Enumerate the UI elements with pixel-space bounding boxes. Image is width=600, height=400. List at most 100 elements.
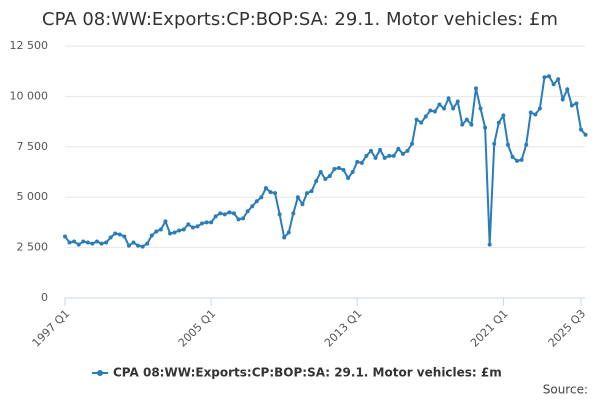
- data-point: [282, 235, 287, 240]
- data-point: [378, 147, 383, 152]
- data-point: [117, 232, 122, 237]
- data-point: [510, 154, 515, 159]
- y-tick-label: 12 500: [10, 39, 49, 52]
- data-point: [254, 199, 259, 204]
- data-point: [574, 101, 579, 106]
- data-point: [391, 153, 396, 158]
- data-point: [524, 142, 529, 147]
- data-point: [190, 225, 195, 230]
- data-point: [355, 159, 360, 164]
- data-point: [213, 214, 218, 219]
- data-point: [579, 127, 583, 132]
- data-line: [64, 75, 587, 248]
- data-point: [231, 211, 236, 216]
- legend-marker: [97, 370, 103, 376]
- data-point: [423, 114, 428, 119]
- data-point: [469, 122, 474, 127]
- data-point: [446, 96, 451, 101]
- data-point: [181, 227, 186, 232]
- data-point: [314, 179, 319, 184]
- data-point: [172, 230, 177, 235]
- data-point: [309, 189, 314, 194]
- data-point: [501, 113, 506, 118]
- data-point: [542, 75, 547, 80]
- data-point: [414, 117, 419, 122]
- data-point: [177, 228, 182, 233]
- data-point: [400, 151, 405, 156]
- data-point: [163, 219, 168, 224]
- data-point: [405, 148, 410, 153]
- data-point: [473, 86, 478, 91]
- data-point: [569, 103, 574, 108]
- data-point: [323, 177, 328, 182]
- data-point: [236, 217, 241, 222]
- y-tick-label: 2 500: [17, 241, 49, 254]
- data-point: [460, 122, 465, 127]
- data-point: [277, 212, 282, 217]
- data-point: [533, 112, 538, 117]
- chart-title: CPA 08:WW:Exports:CP:BOP:SA: 29.1. Motor…: [42, 9, 558, 30]
- data-point: [241, 216, 246, 221]
- data-point: [122, 234, 127, 239]
- data-point: [364, 153, 369, 158]
- x-tick-label: 2025 Q3: [546, 307, 589, 350]
- source-label: Source:: [543, 383, 588, 397]
- data-point: [565, 87, 570, 92]
- data-point: [387, 153, 392, 158]
- y-tick-label: 5 000: [17, 190, 49, 203]
- data-point: [515, 158, 520, 163]
- y-tick-label: 0: [41, 291, 48, 304]
- data-point: [547, 74, 552, 79]
- data-point: [263, 186, 268, 191]
- data-point: [487, 242, 492, 247]
- data-point: [168, 231, 173, 236]
- data-point: [291, 211, 296, 216]
- data-point: [85, 240, 90, 245]
- data-point: [204, 220, 209, 225]
- data-point: [410, 141, 415, 146]
- data-point: [286, 230, 291, 235]
- data-point: [154, 229, 159, 234]
- y-tick-label: 7 500: [17, 140, 49, 153]
- data-point: [99, 241, 104, 246]
- data-point: [432, 109, 437, 114]
- data-point: [90, 241, 95, 246]
- data-point: [140, 244, 145, 249]
- data-point: [483, 125, 488, 130]
- data-point: [72, 239, 77, 244]
- data-point: [332, 166, 337, 171]
- data-point: [126, 243, 131, 248]
- x-tick-label: 2013 Q1: [322, 307, 365, 350]
- data-point: [149, 233, 154, 238]
- data-point: [108, 235, 113, 240]
- data-point: [145, 241, 150, 246]
- x-tick-label: 2005 Q1: [176, 307, 219, 350]
- data-point: [556, 77, 561, 82]
- data-point: [186, 222, 191, 227]
- data-point: [113, 231, 118, 236]
- data-point: [218, 211, 223, 216]
- data-point: [346, 176, 351, 181]
- data-point: [76, 242, 81, 247]
- data-point: [368, 148, 373, 153]
- data-point: [519, 157, 524, 162]
- data-point: [336, 165, 341, 170]
- data-point: [437, 102, 442, 107]
- data-point: [496, 120, 501, 125]
- data-point: [492, 141, 497, 146]
- data-point: [419, 120, 424, 125]
- x-tick-label: 1997 Q1: [30, 307, 73, 350]
- data-point: [442, 106, 447, 111]
- data-point: [359, 160, 364, 165]
- data-point: [428, 108, 433, 113]
- data-point: [350, 170, 355, 174]
- data-point: [341, 167, 346, 172]
- data-point: [273, 191, 278, 196]
- data-point: [81, 239, 86, 244]
- data-point: [158, 227, 163, 232]
- data-point: [451, 106, 456, 111]
- data-point: [505, 142, 510, 147]
- data-point: [464, 117, 469, 122]
- data-point: [382, 155, 387, 160]
